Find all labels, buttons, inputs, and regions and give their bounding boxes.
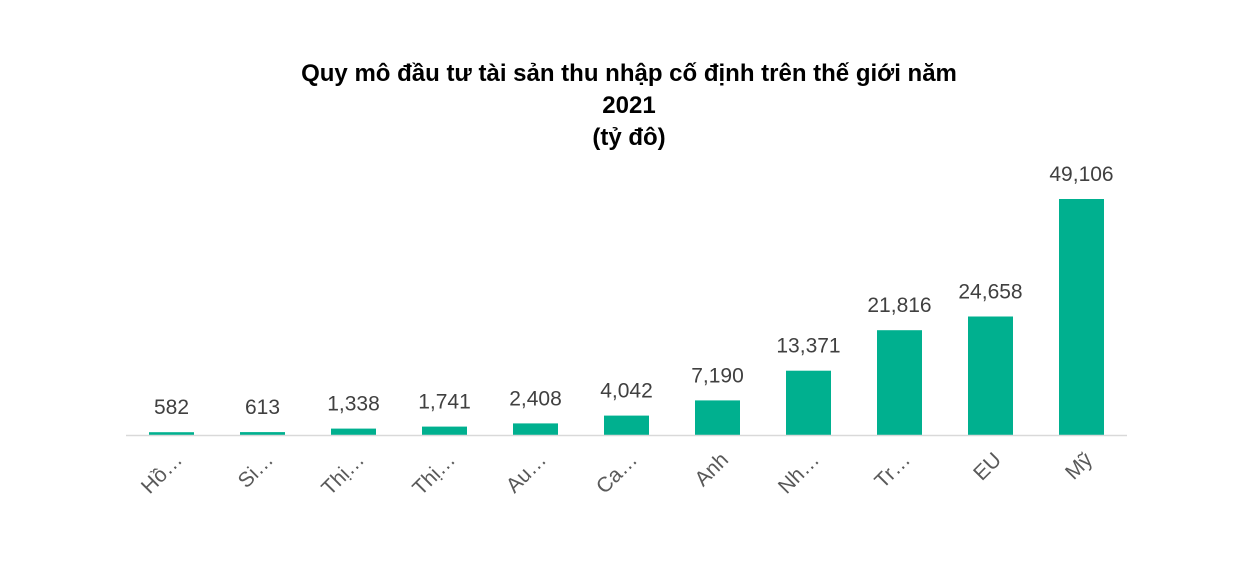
x-tick-label-2: Thị… bbox=[317, 448, 369, 500]
value-label-1: 613 bbox=[245, 396, 280, 419]
value-label-7: 13,371 bbox=[776, 335, 840, 358]
x-tick-label-5: Ca… bbox=[592, 448, 642, 498]
bar-2 bbox=[331, 428, 376, 435]
value-label-2: 1,338 bbox=[327, 393, 380, 416]
bar-9 bbox=[968, 316, 1013, 435]
bar-4 bbox=[513, 423, 558, 435]
value-labels-group: 582 613 1,338 1,741 2,408 4,042 7,190 13,371 21,… bbox=[154, 163, 1114, 419]
x-tick-label-4: Au… bbox=[502, 448, 551, 497]
value-label-0: 582 bbox=[154, 396, 189, 419]
value-label-3: 1,741 bbox=[418, 391, 471, 414]
value-label-9: 24,658 bbox=[958, 281, 1022, 304]
x-tick-label-6: Anh bbox=[690, 448, 733, 491]
chart-title-line-2: 2021 bbox=[602, 92, 656, 119]
bar-8 bbox=[877, 330, 922, 435]
x-tick-label-0: Hồ… bbox=[137, 448, 187, 498]
x-tick-label-7: Nh… bbox=[774, 448, 824, 498]
tick-labels-group: Hồ… Si… Thị… Thị… Au… Ca… Anh Nh… Tr… EU Mỹ bbox=[137, 448, 1097, 500]
bar-10 bbox=[1059, 199, 1104, 435]
bar-7 bbox=[786, 370, 831, 435]
x-tick-label-10: Mỹ bbox=[1061, 448, 1097, 484]
bar-0 bbox=[149, 432, 194, 435]
bars-group bbox=[149, 199, 1104, 435]
x-tick-label-3: Thị… bbox=[408, 448, 460, 500]
chart-title: Quy mô đầu tư tài sản thu nhập cố định t… bbox=[0, 58, 1247, 154]
chart-title-line-1: Quy mô đầu tư tài sản thu nhập cố định t… bbox=[301, 60, 957, 87]
chart-title-line-3: (tỷ đô) bbox=[592, 124, 666, 151]
value-label-5: 4,042 bbox=[600, 380, 653, 403]
bar-1 bbox=[240, 432, 285, 435]
bar-5 bbox=[604, 415, 649, 435]
x-tick-label-1: Si… bbox=[234, 448, 278, 492]
x-tick-label-8: Tr… bbox=[870, 448, 915, 493]
value-label-10: 49,106 bbox=[1049, 163, 1113, 186]
bar-3 bbox=[422, 426, 467, 435]
value-label-6: 7,190 bbox=[691, 364, 744, 387]
value-label-4: 2,408 bbox=[509, 387, 562, 410]
value-label-8: 21,816 bbox=[867, 294, 931, 317]
bar-6 bbox=[695, 400, 740, 435]
x-tick-label-9: EU bbox=[969, 448, 1006, 485]
